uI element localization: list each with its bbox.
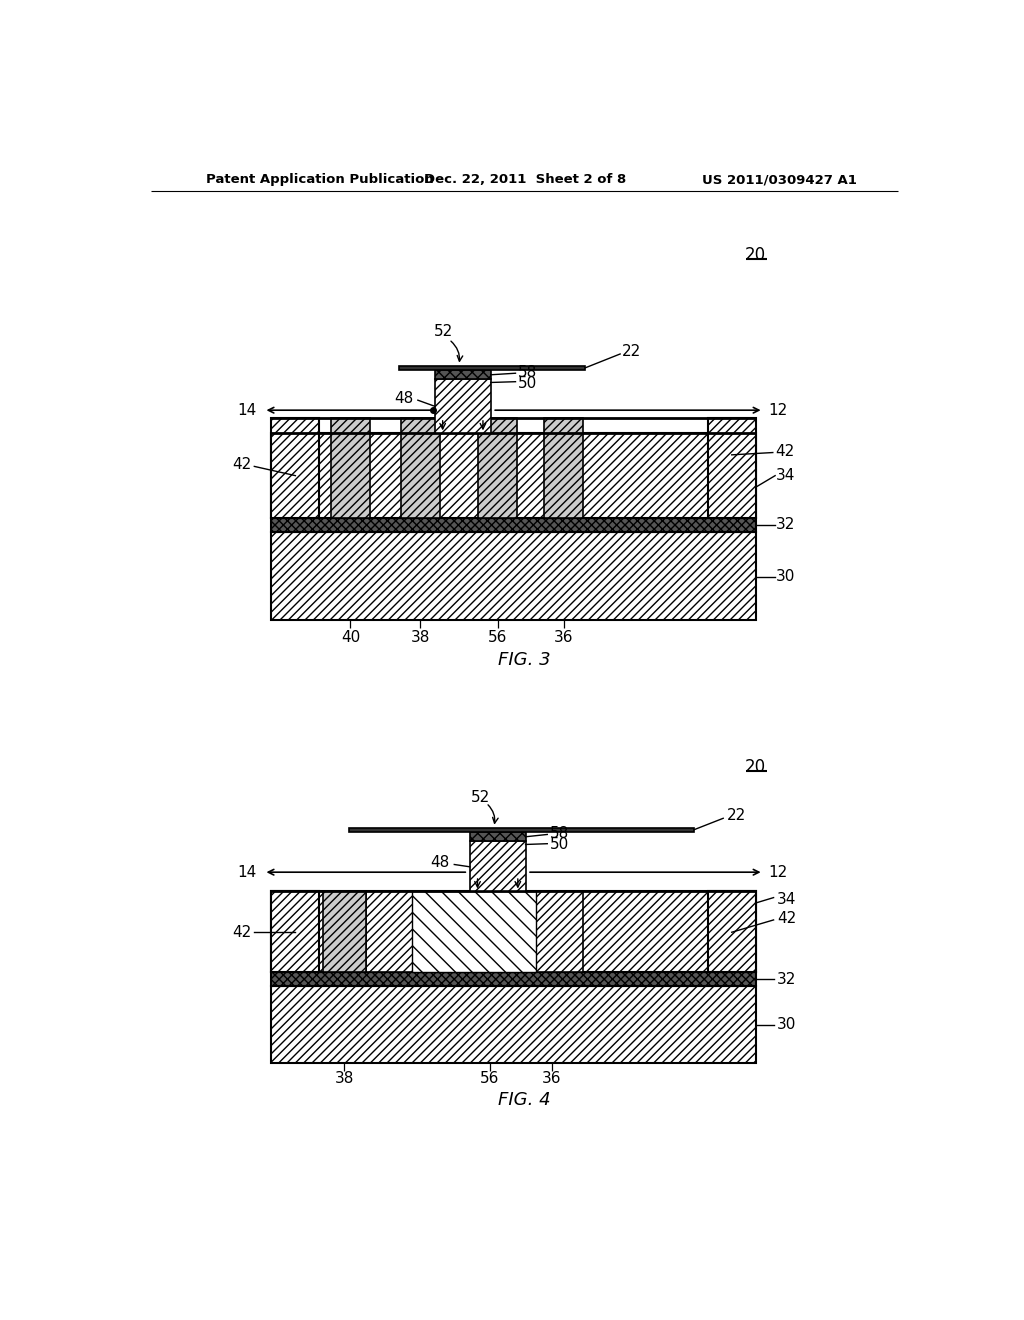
Text: 32: 32 [775, 517, 795, 532]
Text: FIG. 4: FIG. 4 [499, 1092, 551, 1109]
Text: 22: 22 [623, 345, 641, 359]
Bar [271, 986, 756, 1063]
Text: 34: 34 [777, 891, 797, 907]
Text: FIG. 3: FIG. 3 [499, 652, 551, 669]
Text: 50: 50 [550, 837, 569, 851]
Text: 38: 38 [335, 1071, 354, 1086]
Text: 36: 36 [542, 1071, 562, 1086]
Text: 52: 52 [434, 325, 453, 339]
Text: 52: 52 [471, 789, 490, 805]
Text: 30: 30 [775, 569, 795, 583]
Bar [470, 832, 525, 841]
Text: 34: 34 [775, 469, 795, 483]
Text: US 2011/0309427 A1: US 2011/0309427 A1 [701, 173, 856, 186]
Text: 40: 40 [341, 630, 360, 645]
Bar [435, 370, 490, 379]
Text: 48: 48 [431, 855, 450, 870]
Bar [708, 891, 756, 973]
Bar [413, 891, 537, 973]
Bar [271, 973, 756, 986]
Text: 48: 48 [394, 391, 414, 407]
Text: 30: 30 [777, 1018, 797, 1032]
Text: 20: 20 [745, 246, 766, 264]
Bar [271, 517, 756, 532]
Bar [399, 366, 586, 370]
Bar [271, 433, 756, 517]
Text: 12: 12 [768, 865, 787, 879]
Text: 42: 42 [232, 925, 252, 940]
Text: 58: 58 [550, 826, 569, 841]
Text: 56: 56 [488, 630, 507, 645]
Bar [271, 891, 756, 973]
Bar [708, 418, 756, 517]
Bar [324, 891, 366, 973]
Text: 32: 32 [777, 972, 797, 987]
Text: 14: 14 [237, 865, 256, 879]
Text: 42: 42 [775, 444, 795, 458]
Text: 36: 36 [554, 630, 573, 645]
Bar [470, 841, 525, 891]
Text: 56: 56 [480, 1071, 500, 1086]
Bar [349, 828, 693, 832]
Bar [478, 418, 517, 517]
Text: 14: 14 [237, 403, 256, 417]
Text: Dec. 22, 2011  Sheet 2 of 8: Dec. 22, 2011 Sheet 2 of 8 [424, 173, 626, 186]
Bar [366, 891, 583, 973]
Text: 42: 42 [232, 457, 252, 471]
Text: 22: 22 [727, 808, 746, 824]
Bar [271, 891, 319, 973]
Text: 38: 38 [411, 630, 430, 645]
Bar [435, 379, 490, 433]
Bar [544, 418, 583, 517]
Bar [331, 418, 370, 517]
Text: 50: 50 [518, 376, 538, 391]
Text: 58: 58 [518, 364, 538, 380]
Bar [271, 418, 319, 517]
Text: 12: 12 [768, 403, 787, 417]
Bar [271, 532, 756, 620]
Bar [400, 418, 439, 517]
Text: 42: 42 [777, 911, 797, 925]
Text: 20: 20 [745, 758, 766, 776]
Text: Patent Application Publication: Patent Application Publication [206, 173, 433, 186]
